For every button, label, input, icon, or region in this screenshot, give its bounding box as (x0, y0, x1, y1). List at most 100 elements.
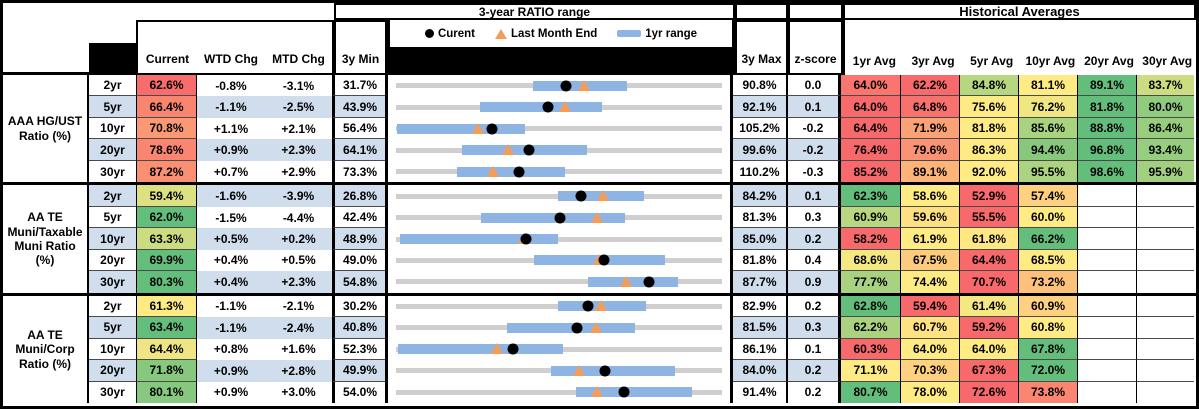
avg-cell-10yr-avg: 60.9% (1018, 295, 1077, 318)
column-header-3yr-avg: 3yr Avg (911, 54, 955, 68)
avg-cell-1yr-avg: 64.0% (841, 96, 900, 118)
ratio-range-chart (385, 381, 733, 403)
3y-min-cell: 49.9% (332, 360, 385, 382)
avg-cell-5yr-avg: 52.9% (959, 185, 1018, 207)
range-track (396, 389, 722, 395)
chart-track-area (396, 118, 722, 139)
current-dot (571, 322, 583, 334)
tenor-cell: 20yr (89, 360, 136, 382)
mtd-chg-cell: +2.8% (265, 360, 332, 382)
ratio-group: AA TE Muni/Corp Ratio (%) 2yr 61.3% -1.1% -2.1… (3, 292, 1196, 403)
z-score-cell: 0.1 (786, 338, 841, 361)
tenor-cell: 5yr (89, 317, 136, 339)
tenor-cell: 2yr (89, 75, 136, 97)
avg-cell-10yr-avg: 68.5% (1018, 249, 1077, 272)
one-year-range-bar (588, 276, 679, 287)
ratio-range-title: 3-year RATIO range (334, 3, 735, 20)
mtd-chg-cell: +0.2% (265, 228, 332, 250)
wtd-chg-cell: +0.9% (197, 139, 265, 161)
3y-min-cell: 43.9% (332, 96, 385, 118)
avg-cell-10yr-avg: 81.1% (1018, 75, 1077, 97)
tenor-cell: 30yr (89, 381, 136, 403)
avg-cell-30yr-avg (1136, 381, 1194, 403)
3y-max-cell: 81.3% (733, 206, 786, 229)
3y-min-cell: 31.7% (332, 75, 385, 97)
3y-min-cell: 54.8% (332, 271, 385, 293)
avg-cell-5yr-avg: 75.6% (959, 96, 1018, 118)
current-dot (599, 365, 611, 377)
tenor-cell: 2yr (89, 185, 136, 207)
avg-cell-1yr-avg: 77.7% (841, 271, 900, 293)
wtd-chg-cell: +0.5% (197, 228, 265, 250)
z-score-cell: 0.2 (786, 381, 841, 403)
avg-cell-3yr-avg: 59.4% (900, 295, 959, 318)
avg-cell-3yr-avg: 70.3% (900, 360, 959, 382)
tenor-cell: 30yr (89, 160, 136, 183)
ratio-range-chart (385, 185, 733, 207)
group-rows: 2yr 59.4% -1.6% -3.9% 26.8% 84.2% 0.1 62.3% 58.6… (89, 185, 1196, 293)
3y-max-cell: 86.1% (733, 338, 786, 361)
range-track (396, 279, 722, 285)
avg-cell-10yr-avg: 66.2% (1018, 228, 1077, 250)
wtd-chg-cell: +0.4% (197, 249, 265, 272)
avg-cell-10yr-avg: 76.2% (1018, 96, 1077, 118)
chart-track-area (396, 382, 722, 403)
chart-track-area (396, 271, 722, 292)
chart-track-area (396, 139, 722, 160)
current-dot (523, 144, 535, 156)
3y-max-cell: 90.8% (733, 75, 786, 97)
tenor-cell: 5yr (89, 206, 136, 229)
column-header-30yr-avg: 30yr Avg (1142, 54, 1193, 68)
3y-min-cell: 42.4% (332, 206, 385, 229)
group-label-line: AA TE (27, 327, 63, 342)
avg-cell-5yr-avg: 61.4% (959, 295, 1018, 318)
avg-cell-20yr-avg (1077, 295, 1136, 318)
tenor-cell: 5yr (89, 96, 136, 118)
avg-cell-5yr-avg: 70.7% (959, 271, 1018, 293)
tenor-cell: 20yr (89, 139, 136, 161)
current-dot (486, 123, 498, 135)
avg-cell-1yr-avg: 64.0% (841, 75, 900, 97)
wtd-chg-cell: -1.1% (197, 96, 265, 118)
last-month-end-triangle (472, 122, 485, 134)
legend-1yr-range: 1yr range (617, 28, 697, 40)
table-row: 20yr 69.9% +0.4% +0.5% 49.0% 81.8% 0.4 68.6% 67.… (89, 249, 1196, 272)
current-value-cell: 78.6% (136, 139, 197, 161)
current-dot (554, 212, 566, 224)
current-value-cell: 70.8% (136, 117, 197, 140)
tenor-cell: 20yr (89, 249, 136, 272)
last-month-end-triangle (619, 275, 632, 287)
avg-cell-5yr-avg: 72.6% (959, 381, 1018, 403)
column-header-3y-min: 3y Min (334, 20, 387, 75)
avg-cell-3yr-avg: 64.0% (900, 338, 959, 361)
current-dot (643, 276, 655, 288)
chart-track-area (396, 96, 722, 117)
group-rows: 2yr 61.3% -1.1% -2.1% 30.2% 82.9% 0.2 62.8% 59.4… (89, 295, 1196, 403)
current-dot (618, 386, 629, 398)
avg-cell-30yr-avg: 95.9% (1136, 160, 1194, 183)
column-header-3y-max: 3y Max (735, 20, 788, 75)
z-score-cell: 0.0 (786, 75, 841, 97)
avg-cell-5yr-avg: 84.8% (959, 75, 1018, 97)
wtd-chg-cell: +0.4% (197, 271, 265, 293)
current-value-cell: 62.6% (136, 75, 197, 97)
3y-max-cell: 81.5% (733, 317, 786, 339)
column-header-mtd-chg: MTD Chg (272, 52, 325, 66)
avg-cell-5yr-avg: 61.8% (959, 228, 1018, 250)
3y-max-cell: 110.2% (733, 160, 786, 183)
z-score-cell: -0.2 (786, 117, 841, 140)
current-dot (560, 80, 572, 92)
avg-cell-20yr-avg: 81.8% (1077, 96, 1136, 118)
avg-cell-5yr-avg: 81.8% (959, 117, 1018, 140)
mtd-chg-cell: -2.5% (265, 96, 332, 118)
3y-min-cell: 48.9% (332, 228, 385, 250)
last-month-end-triangle (577, 79, 590, 91)
tenor-cell: 30yr (89, 271, 136, 293)
ratio-range-chart (385, 160, 733, 183)
one-year-range-bar (456, 166, 565, 177)
one-year-range-bar (397, 123, 525, 134)
current-value-cell: 63.3% (136, 228, 197, 250)
avg-cell-5yr-avg: 64.0% (959, 338, 1018, 361)
current-dot (513, 166, 525, 178)
